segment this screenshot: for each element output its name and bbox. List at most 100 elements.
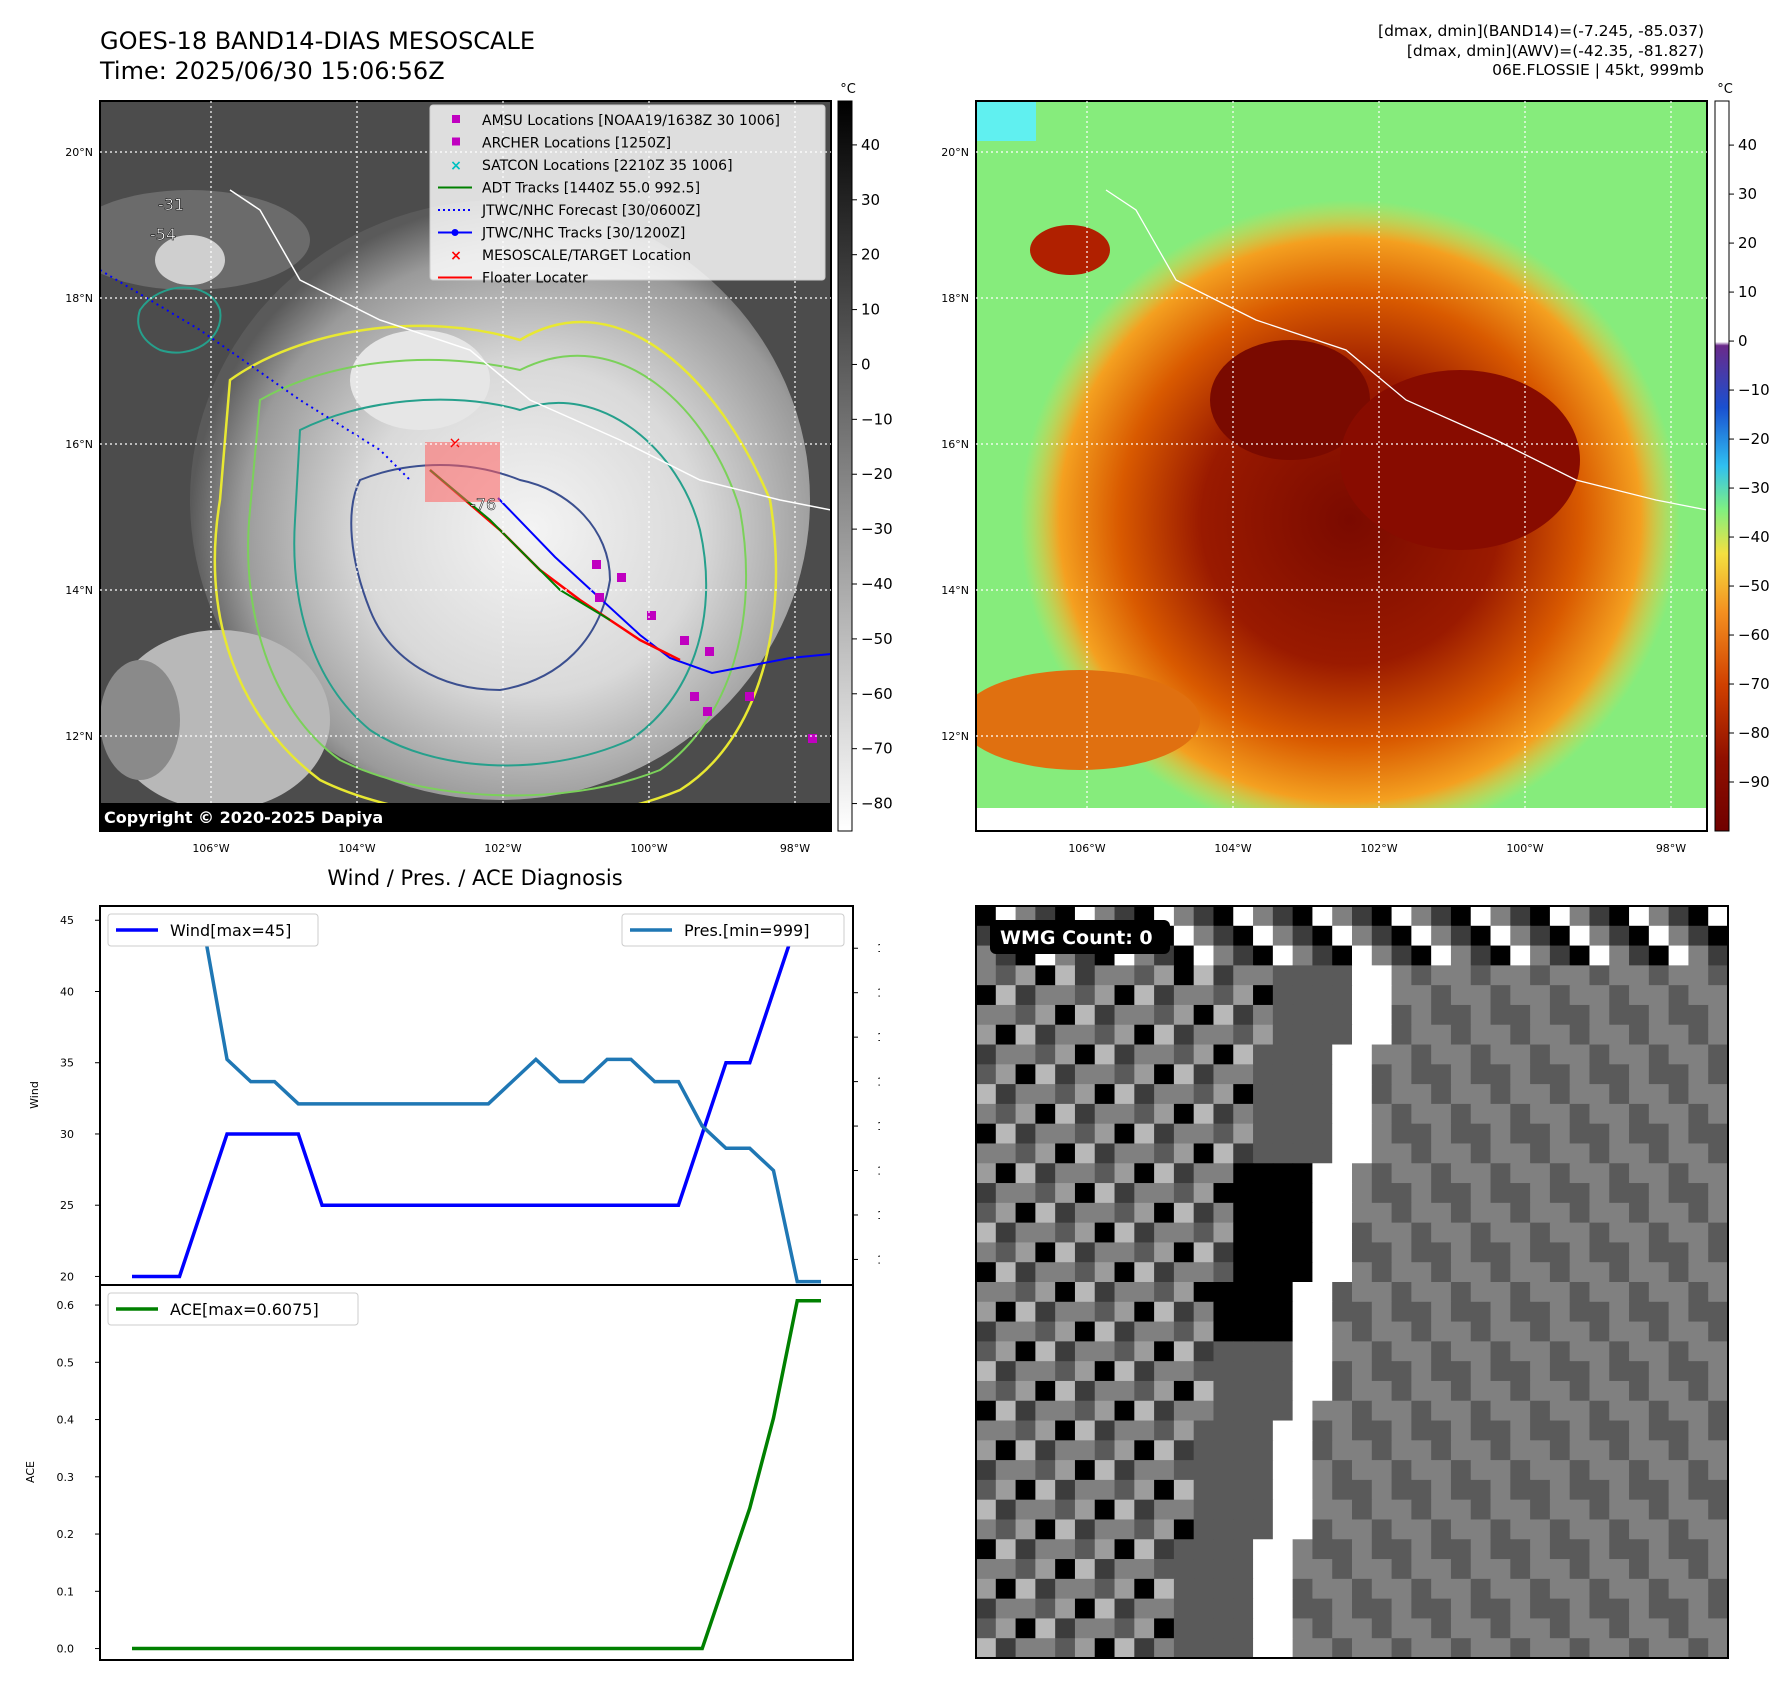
- pressure-series-line: [132, 924, 821, 1284]
- ir-legend-rows: AMSU Locations [NOAA19/1638Z 30 1006] ARC…: [438, 113, 780, 287]
- wmg-panel: WMG Count: 0: [975, 905, 1729, 1659]
- pres-ytick-label: 1002: [877, 1209, 880, 1222]
- colorbar-tick-label: 10: [861, 301, 880, 319]
- colorbar-tick-label: −60: [1738, 626, 1770, 644]
- svg-text:16°N: 16°N: [65, 438, 93, 451]
- dias-colorbar: [1714, 100, 1730, 832]
- svg-text:98°W: 98°W: [1656, 842, 1686, 855]
- dias-colorbar-ticks: 40 30 20 10 0 −10 −20 −30 −40 −50 −60 −70 −80 −90: [1729, 136, 1770, 791]
- ir-legend: [429, 104, 826, 281]
- contour-labels: -31 -54 -76: [150, 195, 497, 515]
- svg-text:18°N: 18°N: [65, 292, 93, 305]
- svg-text:98°W: 98°W: [780, 842, 810, 855]
- ir-map-panel: × -31 -54 -76 20°N 18°N 16°N 14°N 12°N 106…: [65, 82, 893, 855]
- svg-text:100°W: 100°W: [1506, 842, 1543, 855]
- legend-marker: ×: [450, 248, 462, 264]
- colorbar-tick-label: −80: [1738, 724, 1770, 742]
- adt-track: [429, 469, 611, 621]
- ir-colorbar-ticks: 40 30 20 10 0 −10 −20 −30 −40 −50 −60 −70 −80: [852, 136, 893, 813]
- wind-ytick-label: 45: [60, 914, 74, 927]
- stats-line-1: [dmax, dmin](BAND14)=(-7.245, -85.037): [1378, 22, 1704, 40]
- wind-axes-frame: [99, 905, 854, 1286]
- svg-text:14°N: 14°N: [65, 584, 93, 597]
- svg-text:104°W: 104°W: [338, 842, 375, 855]
- legend-label: JTWC/NHC Forecast [30/0600Z]: [481, 203, 701, 219]
- colorbar-tick-label: −10: [861, 410, 893, 428]
- legend-entry: ARCHER Locations [1250Z]: [452, 136, 671, 152]
- dias-cloud-mass: [1020, 200, 1680, 831]
- svg-text:106°W: 106°W: [192, 842, 229, 855]
- wmg-count-label: WMG Count: 0: [1000, 927, 1153, 949]
- legend-label: AMSU Locations [NOAA19/1638Z 30 1006]: [482, 113, 780, 129]
- amsu-markers: [592, 560, 817, 743]
- legend-marker: [452, 137, 460, 146]
- ace-legend: ACE[max=0.6075]: [107, 1292, 359, 1326]
- colorbar-tick-label: −90: [1738, 773, 1770, 791]
- svg-text:-31: -31: [158, 195, 184, 214]
- legend-entry: ADT Tracks [1440Z 55.0 992.5]: [438, 181, 700, 197]
- best-track: [497, 497, 831, 675]
- colorbar-tick-label: −40: [861, 575, 893, 593]
- legend-marker: ×: [450, 158, 462, 174]
- wind-ylabel: Wind: [28, 1081, 41, 1109]
- pres-ytick-label: 1004: [877, 1165, 880, 1178]
- colorbar-tick-label: −50: [861, 630, 893, 648]
- dias-coastline: [1105, 189, 1707, 511]
- figure-title: GOES-18 BAND14-DIAS MESOSCALE Time: 2025…: [100, 26, 535, 86]
- ir-lon-labels: 106°W 104°W 102°W 100°W 98°W: [192, 842, 810, 855]
- wmg-frame: [975, 905, 1729, 1659]
- ace-ytick-label: 0.3: [57, 1471, 75, 1484]
- stats-block: [dmax, dmin](BAND14)=(-7.245, -85.037) […: [1378, 22, 1704, 81]
- ir-colorbar-unit: °C: [840, 82, 856, 97]
- pres-ytick-label: 1006: [877, 1120, 880, 1133]
- legend-entry: × SATCON Locations [2210Z 35 1006]: [450, 158, 732, 174]
- pres-ytick-label: 1012: [877, 987, 880, 1000]
- wind-ytick-label: 35: [60, 1057, 74, 1070]
- ace-legend-label: ACE[max=0.6075]: [170, 1300, 319, 1319]
- wind-ytick-label: 25: [60, 1199, 74, 1212]
- colorbar-tick-label: −70: [861, 740, 893, 758]
- colorbar-tick-label: −50: [1738, 577, 1770, 595]
- colorbar-tick-label: 40: [1738, 136, 1757, 154]
- svg-text:20°N: 20°N: [65, 146, 93, 159]
- colorbar-tick-label: 20: [861, 246, 880, 264]
- svg-text:14°N: 14°N: [941, 584, 969, 597]
- pres-ytick-label: 1010: [877, 1031, 880, 1044]
- wmg-pixel-field: [976, 906, 1729, 1659]
- ace-series-line: [132, 1298, 821, 1651]
- svg-text:100°W: 100°W: [630, 842, 667, 855]
- dias-lon-labels: 106°W 104°W 102°W 100°W 98°W: [1068, 842, 1686, 855]
- pres-legend-label: Pres.[min=999]: [684, 921, 809, 940]
- legend-entry: Floater Locater: [438, 271, 588, 287]
- dias-map-panel: 20°N18°N 16°N14°N 12°N 106°W 104°W 102°W 1…: [941, 82, 1770, 855]
- colorbar-tick-label: 0: [1738, 332, 1748, 350]
- dias-gridlines: [976, 101, 1707, 831]
- colorbar-tick-label: 0: [861, 355, 871, 373]
- wind-ytick-label: 20: [60, 1270, 74, 1283]
- pres-legend: Pres.[min=999]: [621, 913, 845, 947]
- pres-ytick-label: 1008: [877, 1076, 880, 1089]
- colorbar-tick-label: −80: [861, 795, 893, 813]
- copyright-text: Copyright © 2020-2025 Dapiya: [104, 808, 383, 827]
- ir-lat-labels: 20°N 18°N 16°N 14°N 12°N: [65, 146, 93, 743]
- colorbar-tick-label: −20: [1738, 430, 1770, 448]
- legend-entry: JTWC/NHC Tracks [30/1200Z]: [438, 226, 685, 242]
- legend-marker: [452, 115, 460, 123]
- chart-title: Wind / Pres. / ACE Diagnosis: [327, 866, 622, 890]
- pres-ytick-label: 1014: [877, 942, 880, 955]
- dias-map-frame: [975, 100, 1708, 832]
- colorbar-tick-label: −70: [1738, 675, 1770, 693]
- legend-label: ARCHER Locations [1250Z]: [482, 136, 671, 152]
- svg-text:12°N: 12°N: [941, 730, 969, 743]
- legend-entry: AMSU Locations [NOAA19/1638Z 30 1006]: [452, 113, 780, 129]
- wind-pres-chart: 20 25 30 35 40 45 1000 1002 1004 1006 1008 1010 1012…: [28, 905, 880, 1286]
- legend-label: Floater Locater: [482, 271, 588, 287]
- title-line-1: GOES-18 BAND14-DIAS MESOSCALE: [100, 27, 536, 55]
- legend-label: JTWC/NHC Tracks [30/1200Z]: [481, 226, 685, 242]
- target-marker: ×: [448, 433, 461, 452]
- wmg-count-badge: [990, 920, 1170, 954]
- ace-chart: 0.0 0.1 0.2 0.3 0.4 0.5 0.6 ACE ACE[max=0.6075]: [24, 1284, 854, 1661]
- colorbar-tick-label: 30: [861, 191, 880, 209]
- diagnosis-chart-panel: Wind / Pres. / ACE Diagnosis 20 25 30 35 40 4…: [24, 866, 880, 1661]
- ace-ytick-label: 0.1: [57, 1585, 75, 1598]
